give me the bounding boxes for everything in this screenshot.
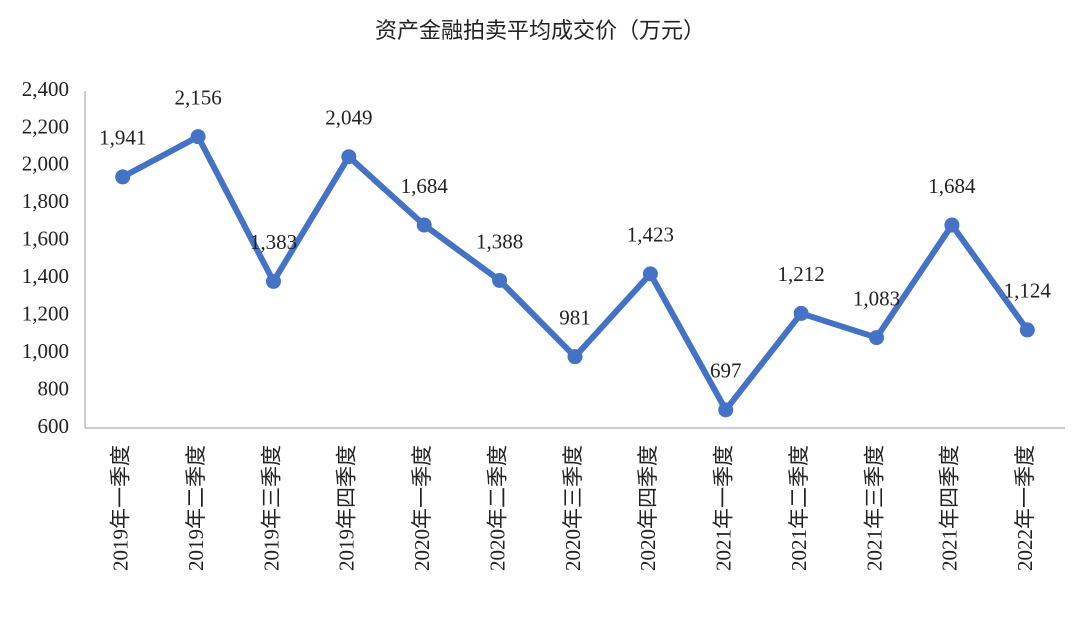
y-tick-label: 2,400 xyxy=(22,77,69,101)
x-tick-label: 2022年一季度 xyxy=(1013,445,1037,571)
x-tick-label: 2021年三季度 xyxy=(862,445,886,571)
data-label: 1,684 xyxy=(401,174,449,198)
data-label: 1,423 xyxy=(627,223,674,247)
data-label: 2,156 xyxy=(174,85,221,109)
data-point xyxy=(115,169,131,185)
x-tick-label: 2020年三季度 xyxy=(561,445,585,571)
y-tick-label: 1,200 xyxy=(22,301,69,325)
x-tick-label: 2019年一季度 xyxy=(109,445,133,571)
data-point xyxy=(793,305,809,321)
data-label: 1,124 xyxy=(1004,279,1052,303)
y-tick-label: 800 xyxy=(38,376,70,400)
data-point xyxy=(341,149,357,165)
x-tick-label: 2020年二季度 xyxy=(485,445,509,571)
x-tick-label: 2021年一季度 xyxy=(712,445,736,571)
data-label: 1,212 xyxy=(778,262,825,286)
chart-title: 资产金融拍卖平均成交价（万元） xyxy=(375,18,705,43)
data-label: 1,684 xyxy=(928,174,976,198)
y-tick-label: 1,000 xyxy=(22,339,69,363)
data-label: 981 xyxy=(559,305,591,329)
data-point xyxy=(492,272,508,288)
y-tick-label: 2,000 xyxy=(22,152,69,176)
x-tick-label: 2021年四季度 xyxy=(938,445,962,571)
data-label: 697 xyxy=(710,359,742,383)
data-point xyxy=(869,330,885,346)
x-tick-label: 2020年四季度 xyxy=(636,445,660,571)
data-point xyxy=(265,273,281,289)
data-line xyxy=(121,133,1030,413)
data-point xyxy=(416,217,432,233)
x-tick-label: 2019年二季度 xyxy=(184,445,208,571)
data-point xyxy=(718,402,734,418)
data-point xyxy=(190,129,206,145)
data-label: 1,383 xyxy=(250,230,297,254)
data-point xyxy=(567,349,583,365)
data-label: 1,941 xyxy=(99,126,146,150)
x-tick-label: 2020年一季度 xyxy=(410,445,434,571)
data-label: 2,049 xyxy=(325,106,372,130)
y-tick-label: 1,800 xyxy=(22,189,69,213)
data-point xyxy=(944,217,960,233)
data-point xyxy=(1019,322,1035,338)
x-tick-label: 2019年三季度 xyxy=(259,445,283,571)
y-tick-label: 1,400 xyxy=(22,264,69,288)
data-point xyxy=(642,266,658,282)
x-tick-label: 2019年四季度 xyxy=(335,445,359,571)
y-tick-label: 2,200 xyxy=(22,114,69,138)
x-tick-label: 2021年二季度 xyxy=(787,445,811,571)
data-label: 1,083 xyxy=(853,286,900,310)
data-label: 1,388 xyxy=(476,229,523,253)
y-tick-label: 1,600 xyxy=(22,227,69,251)
y-tick-label: 600 xyxy=(38,414,70,438)
